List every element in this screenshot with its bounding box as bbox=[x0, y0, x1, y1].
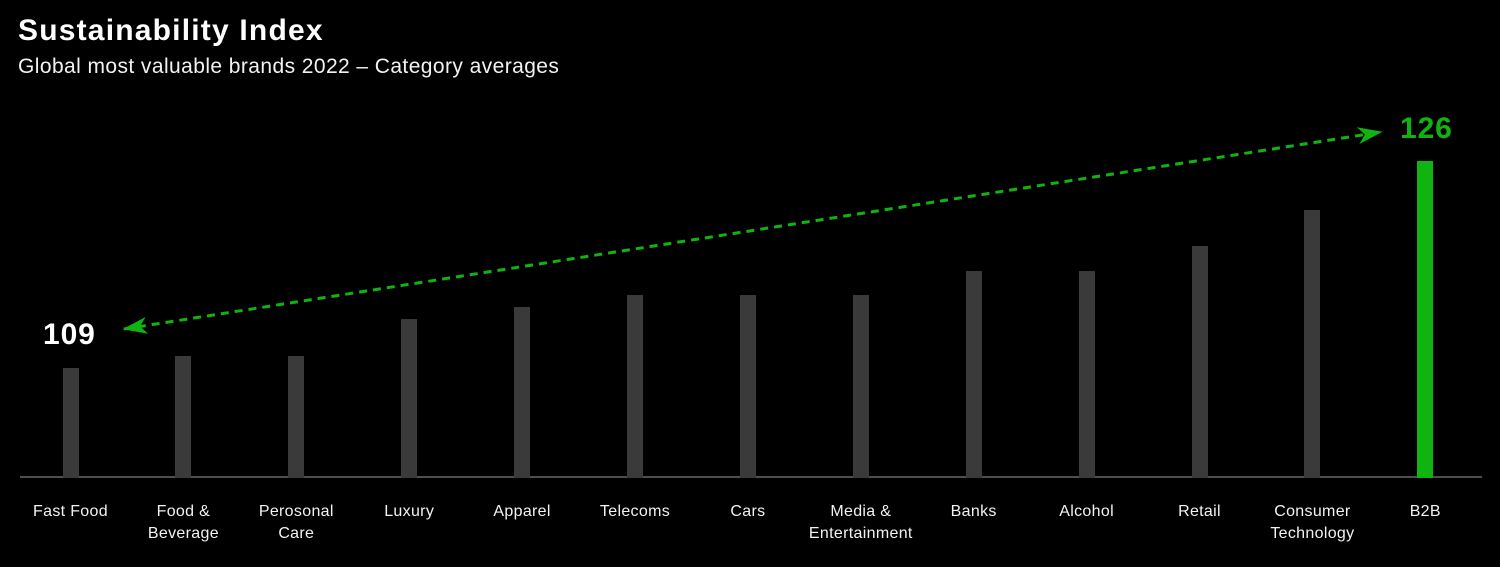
bar-b2b bbox=[1417, 161, 1434, 478]
bar-cars bbox=[739, 295, 756, 478]
category-label-cars: Cars bbox=[730, 503, 766, 520]
bar-media-entertainment bbox=[852, 295, 869, 478]
bar-perosonal-care bbox=[288, 356, 305, 478]
category-label-alcohol: Alcohol bbox=[1059, 503, 1114, 520]
page-subtitle: Global most valuable brands 2022 – Categ… bbox=[18, 55, 560, 78]
chart-header: Sustainability Index Global most valuabl… bbox=[18, 14, 559, 78]
category-label-perosonal-care: Perosonal Care bbox=[258, 503, 334, 542]
category-label-fast-food: Fast Food bbox=[33, 503, 108, 520]
start-value-label: 109 bbox=[43, 318, 96, 351]
category-label-consumer-technology: Consumer Technology bbox=[1270, 503, 1355, 542]
end-value-label: 126 bbox=[1400, 112, 1453, 145]
category-label-telecoms: Telecoms bbox=[599, 503, 671, 520]
category-label-food-beverage: Food & Beverage bbox=[147, 503, 219, 542]
bar-luxury bbox=[401, 319, 418, 478]
bar-retail bbox=[1191, 246, 1208, 478]
category-label-retail: Retail bbox=[1178, 503, 1221, 520]
bar-telecoms bbox=[627, 295, 643, 478]
category-label-luxury: Luxury bbox=[384, 503, 435, 520]
bar-apparel bbox=[514, 307, 531, 478]
category-label-apparel: Apparel bbox=[493, 503, 551, 520]
category-label-media-entertainment: Media & Entertainment bbox=[808, 503, 913, 542]
bar-food-beverage bbox=[175, 356, 192, 478]
page-title: Sustainability Index bbox=[18, 14, 324, 47]
category-label-banks: Banks bbox=[950, 503, 997, 520]
bar-consumer-technology bbox=[1304, 210, 1321, 478]
bar-alcohol bbox=[1078, 271, 1095, 478]
category-label-b2b: B2B bbox=[1409, 503, 1441, 520]
bar-fast-food bbox=[62, 368, 79, 478]
bar-banks bbox=[965, 271, 982, 478]
